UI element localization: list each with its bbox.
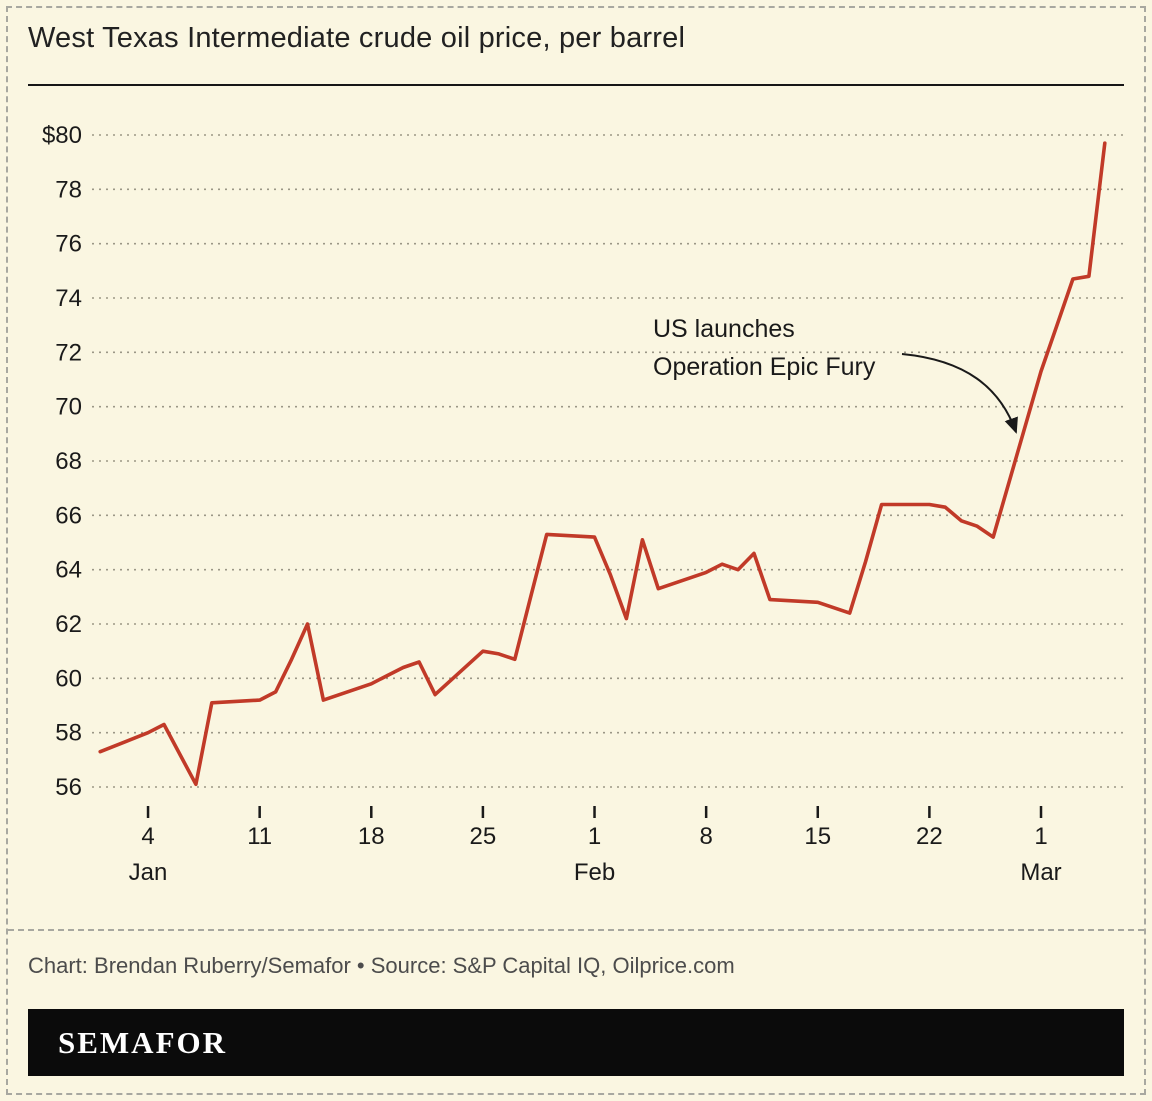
x-label-6: 15 [804,823,831,850]
y-label-62: 62 [55,611,82,638]
x-label-2: 18 [358,823,385,850]
y-label-56: 56 [55,774,82,801]
chart-title: West Texas Intermediate crude oil price,… [28,22,686,54]
annotation-arrow [901,353,1018,434]
price-line [98,141,1107,787]
y-label-70: 70 [55,394,82,421]
x-month-labels: Jan Feb Mar [129,859,1062,886]
y-label-68: 68 [55,448,82,475]
semafor-logo: SEMAFOR [58,1024,227,1060]
y-label-72: 72 [55,339,82,366]
month-label-mar: Mar [1020,859,1061,886]
y-label-74: 74 [55,285,82,312]
y-gridlines [92,134,1124,788]
x-label-1: 11 [247,823,272,850]
y-label-60: 60 [55,665,82,692]
x-axis-labels: 4 11 18 25 1 8 15 22 1 [141,823,1047,850]
x-label-3: 25 [470,823,497,850]
y-label-66: 66 [55,502,82,529]
wti-price-series [98,141,1107,787]
x-label-5: 8 [699,823,712,850]
y-label-80: $80 [42,122,82,149]
title-rule [28,84,1124,86]
month-label-jan: Jan [129,859,168,886]
month-label-feb: Feb [574,859,615,886]
x-label-7: 22 [916,823,943,850]
y-label-58: 58 [55,720,82,747]
x-label-8: 1 [1034,823,1047,850]
x-label-4: 1 [588,823,601,850]
chart-source-caption: Chart: Brendan Ruberry/Semafor • Source:… [28,953,735,978]
annotation-line-1: US launches [653,315,795,343]
y-label-64: 64 [55,557,82,584]
x-label-0: 4 [141,823,154,850]
annotation-line-2: Operation Epic Fury [653,353,876,381]
footer-divider [8,929,1144,931]
semafor-logo-bar: SEMAFOR [28,1009,1124,1076]
x-axis-ticks [146,806,1043,818]
y-label-78: 78 [55,176,82,203]
y-axis-labels: 56 58 60 62 64 66 68 70 72 74 76 78 $80 [42,122,82,801]
y-label-76: 76 [55,231,82,258]
